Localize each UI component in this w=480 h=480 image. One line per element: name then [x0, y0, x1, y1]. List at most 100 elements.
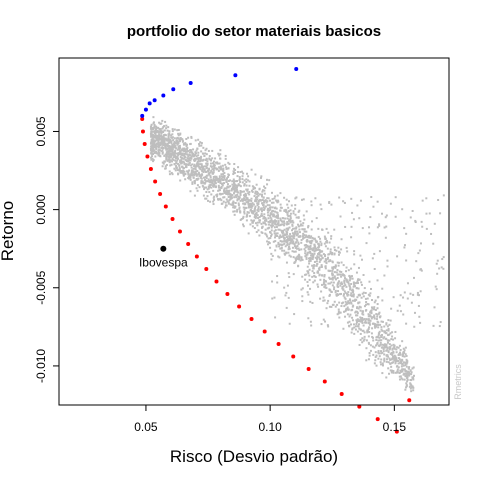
portfolio-point	[295, 227, 298, 230]
portfolio-point	[263, 199, 266, 202]
portfolio-point	[346, 306, 349, 309]
portfolio-point	[383, 343, 386, 346]
portfolio-point	[330, 203, 333, 206]
portfolio-point	[265, 218, 268, 221]
portfolio-point	[345, 246, 348, 249]
portfolio-point	[291, 220, 294, 223]
portfolio-point	[295, 259, 298, 262]
portfolio-point	[308, 240, 311, 243]
portfolio-point	[372, 205, 375, 208]
portfolio-point	[159, 141, 162, 144]
portfolio-point	[214, 175, 217, 178]
portfolio-point	[393, 356, 396, 359]
portfolio-point	[297, 242, 300, 245]
portfolio-point	[304, 278, 307, 281]
portfolio-point	[268, 242, 271, 245]
portfolio-point	[336, 282, 339, 285]
portfolio-point	[252, 203, 255, 206]
portfolio-point	[189, 176, 192, 179]
portfolio-point	[226, 177, 229, 180]
portfolio-point	[266, 183, 269, 186]
portfolio-point	[295, 238, 298, 241]
portfolio-point	[195, 155, 198, 158]
portfolio-point	[359, 316, 362, 319]
portfolio-point	[175, 147, 178, 150]
frontier-point-red	[394, 429, 399, 434]
portfolio-point	[200, 180, 203, 183]
portfolio-point	[174, 169, 177, 172]
portfolio-point	[361, 292, 364, 295]
portfolio-point	[367, 303, 370, 306]
portfolio-point	[199, 168, 202, 171]
portfolio-point	[357, 278, 360, 281]
portfolio-point	[396, 346, 399, 349]
portfolio-point	[182, 169, 185, 172]
portfolio-point	[243, 184, 246, 187]
portfolio-point	[212, 185, 215, 188]
portfolio-point	[326, 324, 329, 327]
portfolio-point	[249, 223, 252, 226]
portfolio-point	[273, 232, 276, 235]
portfolio-point	[323, 235, 326, 238]
portfolio-point	[378, 332, 381, 335]
portfolio-point	[380, 350, 383, 353]
portfolio-point	[256, 221, 259, 224]
portfolio-point	[318, 244, 321, 247]
portfolio-point	[414, 221, 417, 224]
portfolio-point	[270, 218, 273, 221]
portfolio-point	[329, 277, 332, 280]
frontier-point-red	[163, 204, 168, 209]
portfolio-point	[379, 361, 382, 364]
portfolio-point	[389, 319, 392, 322]
portfolio-point	[304, 236, 307, 239]
portfolio-point	[211, 179, 214, 182]
portfolio-point	[224, 192, 227, 195]
portfolio-point	[404, 353, 407, 356]
portfolio-point	[166, 129, 169, 132]
portfolio-point	[349, 313, 352, 316]
portfolio-point	[316, 246, 319, 249]
frontier-point-red	[214, 279, 219, 284]
portfolio-point	[348, 315, 351, 318]
portfolio-point	[197, 157, 200, 160]
portfolio-point	[395, 359, 398, 362]
portfolio-point	[349, 299, 352, 302]
portfolio-point	[186, 157, 189, 160]
portfolio-point	[171, 173, 174, 176]
portfolio-point	[270, 258, 273, 261]
portfolio-point	[178, 168, 181, 171]
portfolio-point	[373, 314, 376, 317]
portfolio-point	[357, 287, 360, 290]
portfolio-point	[242, 217, 245, 220]
portfolio-point	[234, 186, 237, 189]
portfolio-point	[282, 236, 285, 239]
portfolio-point	[184, 163, 187, 166]
portfolio-point	[337, 246, 340, 249]
portfolio-point	[180, 157, 183, 160]
portfolio-point	[199, 160, 202, 163]
portfolio-point	[335, 271, 338, 274]
portfolio-point	[355, 322, 358, 325]
portfolio-point	[158, 151, 161, 154]
portfolio-point	[393, 357, 396, 360]
portfolio-point	[283, 220, 286, 223]
portfolio-point	[157, 139, 160, 142]
portfolio-point	[242, 225, 245, 228]
portfolio-point	[164, 120, 167, 123]
portfolio-point	[318, 268, 321, 271]
portfolio-point	[197, 177, 200, 180]
portfolio-point	[224, 178, 227, 181]
portfolio-point	[298, 228, 301, 231]
frontier-point-red	[140, 129, 145, 134]
portfolio-point	[378, 223, 381, 226]
portfolio-point	[216, 178, 219, 181]
portfolio-point	[261, 199, 264, 202]
portfolio-point	[395, 348, 398, 351]
portfolio-point	[292, 256, 295, 259]
portfolio-point	[343, 296, 346, 299]
portfolio-point	[274, 249, 277, 252]
portfolio-point	[205, 177, 208, 180]
portfolio-point	[173, 142, 176, 145]
portfolio-point	[186, 163, 189, 166]
portfolio-point	[377, 323, 380, 326]
